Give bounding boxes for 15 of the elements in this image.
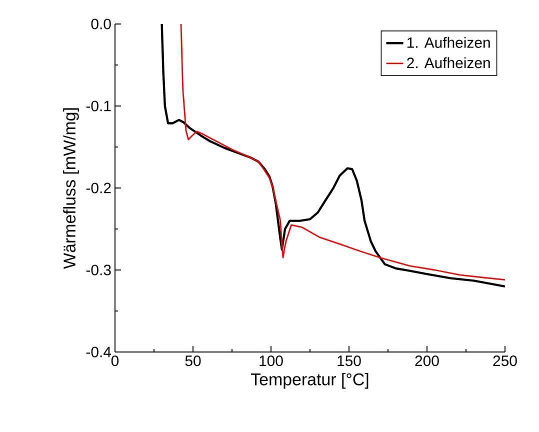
legend-label: 2. Aufheizen bbox=[407, 57, 490, 68]
x-tick-label: 200 bbox=[415, 356, 439, 366]
y-tick-label: -0.3 bbox=[86, 264, 111, 276]
x-tick-label: 250 bbox=[493, 356, 517, 366]
y-tick-label: -0.4 bbox=[86, 346, 112, 358]
x-tick-label: 100 bbox=[260, 356, 283, 366]
x-tick-label: 150 bbox=[338, 356, 361, 366]
legend-label: 1. Aufheizen bbox=[407, 36, 490, 48]
y-tick-label: -0.2 bbox=[86, 182, 111, 194]
y-axis-title: Wärmefluss [mW/mg] bbox=[63, 108, 79, 269]
y-tick-label: 0.0 bbox=[91, 18, 111, 30]
x-axis-title: Temperatur [°C] bbox=[250, 372, 368, 389]
x-tick-label: 0 bbox=[111, 356, 119, 366]
x-tick-label: 50 bbox=[185, 356, 201, 366]
y-tick-label: -0.1 bbox=[86, 100, 111, 112]
